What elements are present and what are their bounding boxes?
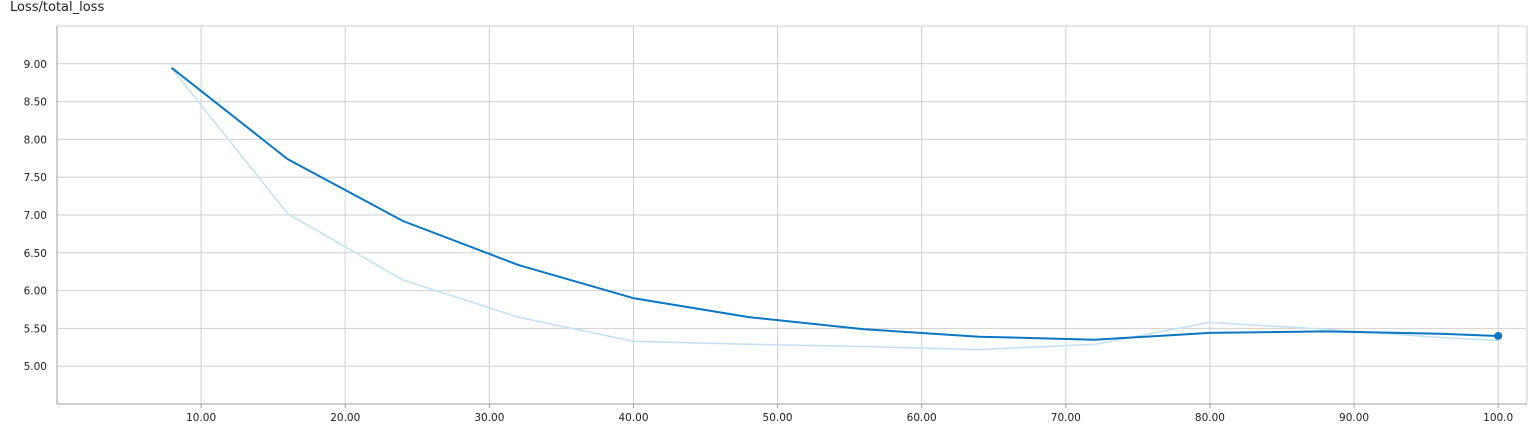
raw-data-point [1093, 342, 1097, 346]
smoothed-series-line [171, 67, 1500, 341]
y-tick-label: 7.00 [24, 210, 47, 222]
y-tick-label: 8.50 [24, 97, 47, 109]
raw-series-line [171, 68, 1499, 351]
x-tick-label: 80.00 [1195, 412, 1225, 424]
last-point-marker[interactable] [1494, 331, 1503, 340]
smoothed-data-point [747, 315, 751, 319]
smoothed-data-point [1439, 332, 1443, 336]
y-tick-label: 9.00 [24, 59, 47, 71]
smoothed-data-point [977, 335, 981, 339]
y-tick-label: 5.00 [24, 361, 47, 373]
raw-data-point [747, 342, 751, 346]
smoothed-data-point [1323, 329, 1327, 333]
raw-data-point [631, 339, 635, 343]
raw-data-point [516, 315, 520, 319]
smoothed-data-point [1093, 338, 1097, 342]
y-tick-label: 5.50 [24, 323, 47, 335]
y-tick-label: 6.50 [24, 248, 47, 260]
x-tick-label: 40.00 [618, 412, 648, 424]
x-tick-label: 30.00 [474, 412, 504, 424]
smoothed-data-point [401, 219, 405, 223]
raw-data-point [286, 211, 290, 215]
smoothed-data-point [286, 157, 290, 161]
x-tick-label: 10.00 [186, 412, 216, 424]
raw-data-point [1439, 335, 1443, 339]
y-tick-label: 6.00 [24, 286, 47, 298]
x-tick-label: 70.00 [1051, 412, 1081, 424]
chart-title: Loss/total_loss [10, 0, 105, 15]
smoothed-data-point [631, 296, 635, 300]
smoothed-data-point [862, 327, 866, 331]
y-tick-label: 7.50 [24, 172, 47, 184]
y-tick-label: 8.00 [24, 134, 47, 146]
raw-data-point [862, 345, 866, 349]
x-tick-label: 50.00 [763, 412, 793, 424]
smoothed-data-point [170, 66, 174, 70]
raw-data-point [1208, 320, 1212, 324]
raw-data-point [977, 348, 981, 352]
smoothed-data-point [1208, 331, 1212, 335]
x-tick-label: 20.00 [330, 412, 360, 424]
x-tick-label: 100.0 [1483, 412, 1513, 424]
raw-data-point [401, 278, 405, 282]
smoothed-data-point [516, 263, 520, 267]
x-tick-label: 60.00 [907, 412, 937, 424]
x-tick-label: 90.00 [1339, 412, 1369, 424]
